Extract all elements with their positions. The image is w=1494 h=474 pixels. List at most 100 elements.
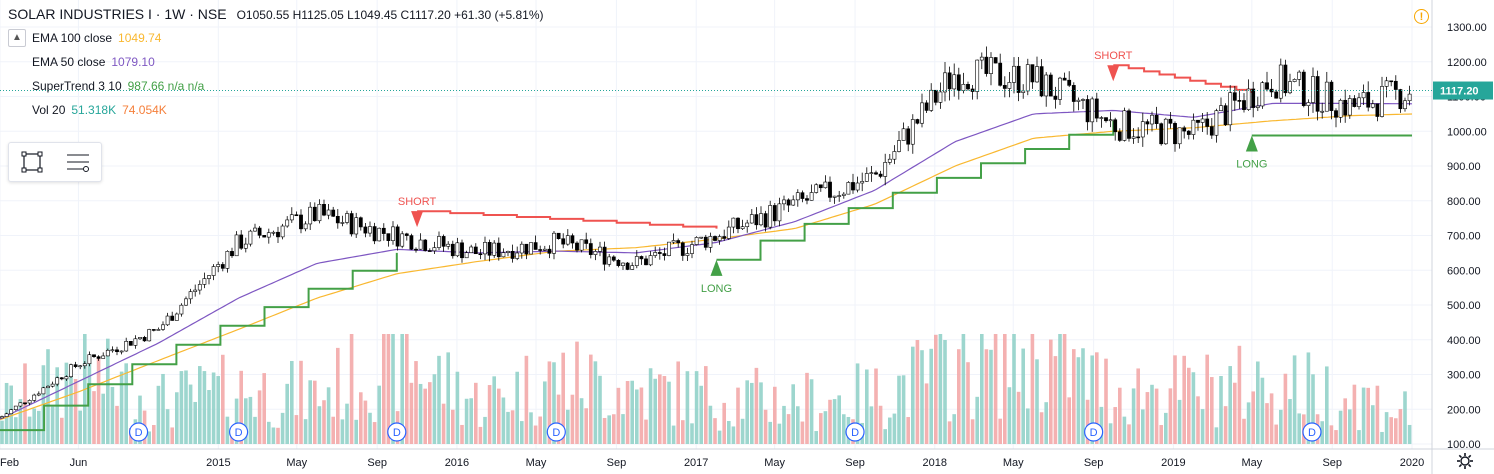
volume-bar [253, 416, 257, 444]
volume-bar [685, 371, 690, 444]
volume-bar [1279, 409, 1283, 444]
candle [1274, 91, 1279, 99]
candle [1108, 119, 1113, 122]
candle [924, 102, 929, 111]
candle [685, 253, 690, 256]
candle [998, 62, 1003, 86]
candle [570, 235, 575, 244]
candle [676, 240, 681, 244]
candle [239, 234, 244, 249]
candle [460, 242, 464, 259]
candle [1044, 74, 1049, 97]
candle [317, 204, 322, 222]
volume-bar [1012, 334, 1016, 444]
volume-bar [763, 409, 768, 444]
time-tick-label: May [1003, 457, 1024, 469]
price-tick-label: 1200.00 [1447, 57, 1487, 69]
candle [1012, 65, 1016, 83]
dividend-marker[interactable] [1084, 422, 1104, 442]
price-tick-label: 400.00 [1447, 335, 1481, 347]
volume-bar [865, 369, 869, 444]
volume-bar [708, 405, 713, 444]
volume-bar [768, 421, 772, 444]
volume-bar [1283, 373, 1288, 444]
candle [119, 350, 124, 353]
dividend-marker[interactable] [1302, 422, 1322, 442]
candle [1334, 110, 1338, 118]
dividend-marker[interactable] [845, 422, 865, 442]
candle [1099, 117, 1104, 119]
supertrend-line [0, 252, 398, 432]
rectangle-select-icon[interactable] [18, 148, 46, 176]
chevron-up-icon[interactable]: ▲ [8, 28, 26, 47]
candle [455, 242, 460, 257]
volume-bar [37, 410, 41, 444]
candle [271, 231, 276, 234]
candle [897, 140, 901, 152]
candle [308, 206, 313, 225]
candle [1343, 99, 1348, 116]
gear-icon[interactable] [1456, 452, 1474, 470]
list-lines-icon[interactable] [64, 148, 92, 176]
candle [211, 266, 216, 276]
volume-bar [152, 425, 156, 444]
candle [961, 83, 966, 91]
volume-bar [1104, 358, 1108, 444]
volume-bar [897, 375, 901, 444]
candle [1301, 71, 1306, 106]
candle [1173, 123, 1177, 145]
warning-icon[interactable]: ! [1414, 9, 1429, 24]
symbol-title[interactable]: SOLAR INDUSTRIES I · 1W · NSE [8, 6, 227, 22]
candle [966, 83, 970, 90]
candle [469, 246, 474, 253]
candle [809, 192, 814, 201]
volume-bar [1145, 392, 1150, 444]
candle [920, 102, 924, 124]
study-ema50[interactable]: EMA 50 close 1079.10 [8, 53, 544, 70]
symbol-header[interactable]: SOLAR INDUSTRIES I · 1W · NSE O1050.55 H… [8, 6, 544, 22]
candle [87, 354, 92, 365]
dividend-marker[interactable] [229, 422, 249, 442]
dividend-marker[interactable] [387, 422, 407, 442]
price-tick-label: 900.00 [1447, 161, 1481, 173]
supertrend-line [716, 120, 1115, 261]
volume-bar [1325, 366, 1329, 444]
study-ema100[interactable]: ▲ EMA 100 close 1049.74 [8, 28, 544, 47]
dividend-marker[interactable] [128, 422, 149, 442]
study-supertrend[interactable]: SuperTrend 3 10 987.66 n/a n/a [8, 77, 544, 94]
candle [1163, 118, 1168, 145]
volume-bar [980, 334, 984, 444]
volume-bar [478, 426, 483, 444]
volume-bar [704, 366, 708, 444]
volume-bar [244, 398, 248, 444]
volume-bar [667, 381, 671, 444]
volume-bar [170, 427, 174, 444]
candle [975, 59, 980, 92]
volume-bar [888, 417, 892, 444]
candle [345, 213, 349, 223]
candle [202, 278, 207, 285]
candle [73, 364, 78, 367]
candle [1347, 98, 1352, 116]
candle [786, 199, 791, 206]
study-volume[interactable]: Vol 20 51.318K 74.054K [8, 101, 544, 118]
dividend-marker[interactable] [546, 422, 566, 442]
volume-bar [96, 356, 101, 444]
volume-bar [878, 405, 883, 444]
candle [1113, 119, 1118, 133]
candle [1053, 95, 1058, 100]
candle [1228, 92, 1233, 126]
candle [538, 249, 543, 251]
candle [561, 238, 566, 245]
candle [64, 376, 69, 380]
volume-bar [566, 409, 570, 444]
candle [552, 232, 556, 254]
volume-bar [1177, 399, 1182, 444]
volume-bar [1251, 391, 1255, 444]
candle [391, 226, 395, 241]
candle [179, 304, 184, 315]
candle [1223, 105, 1228, 126]
